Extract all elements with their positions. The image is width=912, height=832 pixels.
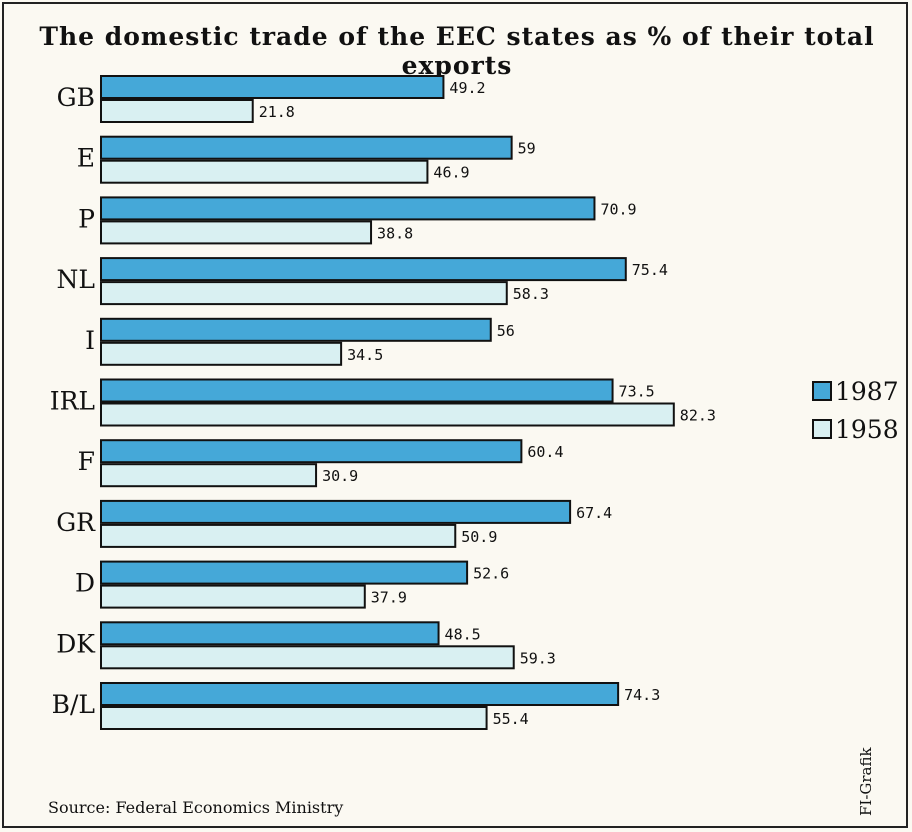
category-label-e: E [77, 144, 95, 173]
legend: 1987 1958 [812, 372, 899, 448]
bar-d-1987 [100, 560, 469, 585]
value-label-i-1958: 34.5 [347, 346, 383, 364]
bar-gr-1987 [100, 499, 572, 524]
category-label-bl: B/L [52, 690, 95, 719]
category-label-gr: GR [56, 508, 96, 537]
bar-dk-1958 [100, 645, 515, 670]
value-label-e-1987: 59 [518, 140, 536, 158]
category-label-d: D [75, 569, 95, 598]
bar-bl-1958 [100, 706, 488, 730]
value-label-nl-1958: 58.3 [513, 285, 549, 303]
legend-swatch-1958 [812, 419, 832, 439]
value-label-dk-1958: 59.3 [520, 649, 556, 667]
value-label-d-1958: 37.9 [371, 589, 407, 607]
legend-label-1958: 1958 [835, 414, 899, 444]
value-label-irl-1987: 73.5 [619, 383, 655, 401]
value-label-gb-1958: 21.8 [259, 103, 295, 121]
category-label-i: I [85, 326, 95, 355]
value-label-p-1958: 38.8 [377, 224, 413, 242]
bar-i-1987 [100, 317, 492, 342]
value-label-dk-1987: 48.5 [445, 625, 481, 643]
bar-gb-1958 [100, 99, 254, 123]
bar-irl-1987 [100, 378, 614, 403]
value-label-i-1987: 56 [497, 322, 515, 340]
chart-title: The domestic trade of the EEC states as … [39, 22, 875, 80]
bar-gr-1958 [100, 523, 457, 548]
category-label-irl: IRL [50, 387, 95, 416]
bar-e-1987 [100, 135, 513, 160]
credit: FI-Grafik [857, 747, 875, 816]
category-label-gb: GB [57, 83, 95, 112]
bar-e-1958 [100, 159, 429, 184]
legend-swatch-1987 [812, 381, 832, 401]
bar-d-1958 [100, 584, 366, 609]
bar-dk-1987 [100, 621, 440, 646]
source-note: Source: Federal Economics Ministry [48, 798, 344, 817]
value-label-bl-1958: 55.4 [493, 710, 529, 728]
category-label-p: P [78, 204, 95, 233]
category-label-f: F [78, 447, 95, 476]
legend-label-1987: 1987 [835, 376, 899, 406]
bar-nl-1958 [100, 281, 508, 306]
value-label-d-1987: 52.6 [473, 565, 509, 583]
category-label-dk: DK [56, 629, 96, 658]
value-label-irl-1958: 82.3 [680, 407, 716, 425]
legend-item-1987: 1987 [812, 372, 899, 410]
bar-f-1958 [100, 463, 318, 488]
bar-p-1987 [100, 196, 596, 221]
bar-gb-1987 [100, 75, 445, 99]
value-label-gb-1987: 49.2 [449, 79, 485, 97]
legend-item-1958: 1958 [812, 410, 899, 448]
bar-plot: GB 49.2 21.8 E 59 46.9 P 70.9 38.8 NL 75.4 58.3 I 56 3… [50, 75, 716, 730]
value-label-f-1987: 60.4 [527, 443, 563, 461]
value-label-nl-1987: 75.4 [632, 261, 668, 279]
value-label-gr-1958: 50.9 [461, 528, 497, 546]
value-label-f-1958: 30.9 [322, 467, 358, 485]
bar-nl-1987 [100, 257, 627, 282]
bar-bl-1987 [100, 682, 620, 706]
value-label-p-1987: 70.9 [600, 200, 636, 218]
value-label-gr-1987: 67.4 [576, 504, 612, 522]
bar-irl-1958 [100, 402, 675, 427]
bar-p-1958 [100, 220, 373, 245]
value-label-e-1958: 46.9 [433, 164, 469, 182]
category-label-nl: NL [57, 265, 95, 294]
bar-f-1987 [100, 439, 523, 464]
bar-i-1958 [100, 341, 343, 366]
value-label-bl-1987: 74.3 [624, 686, 660, 704]
